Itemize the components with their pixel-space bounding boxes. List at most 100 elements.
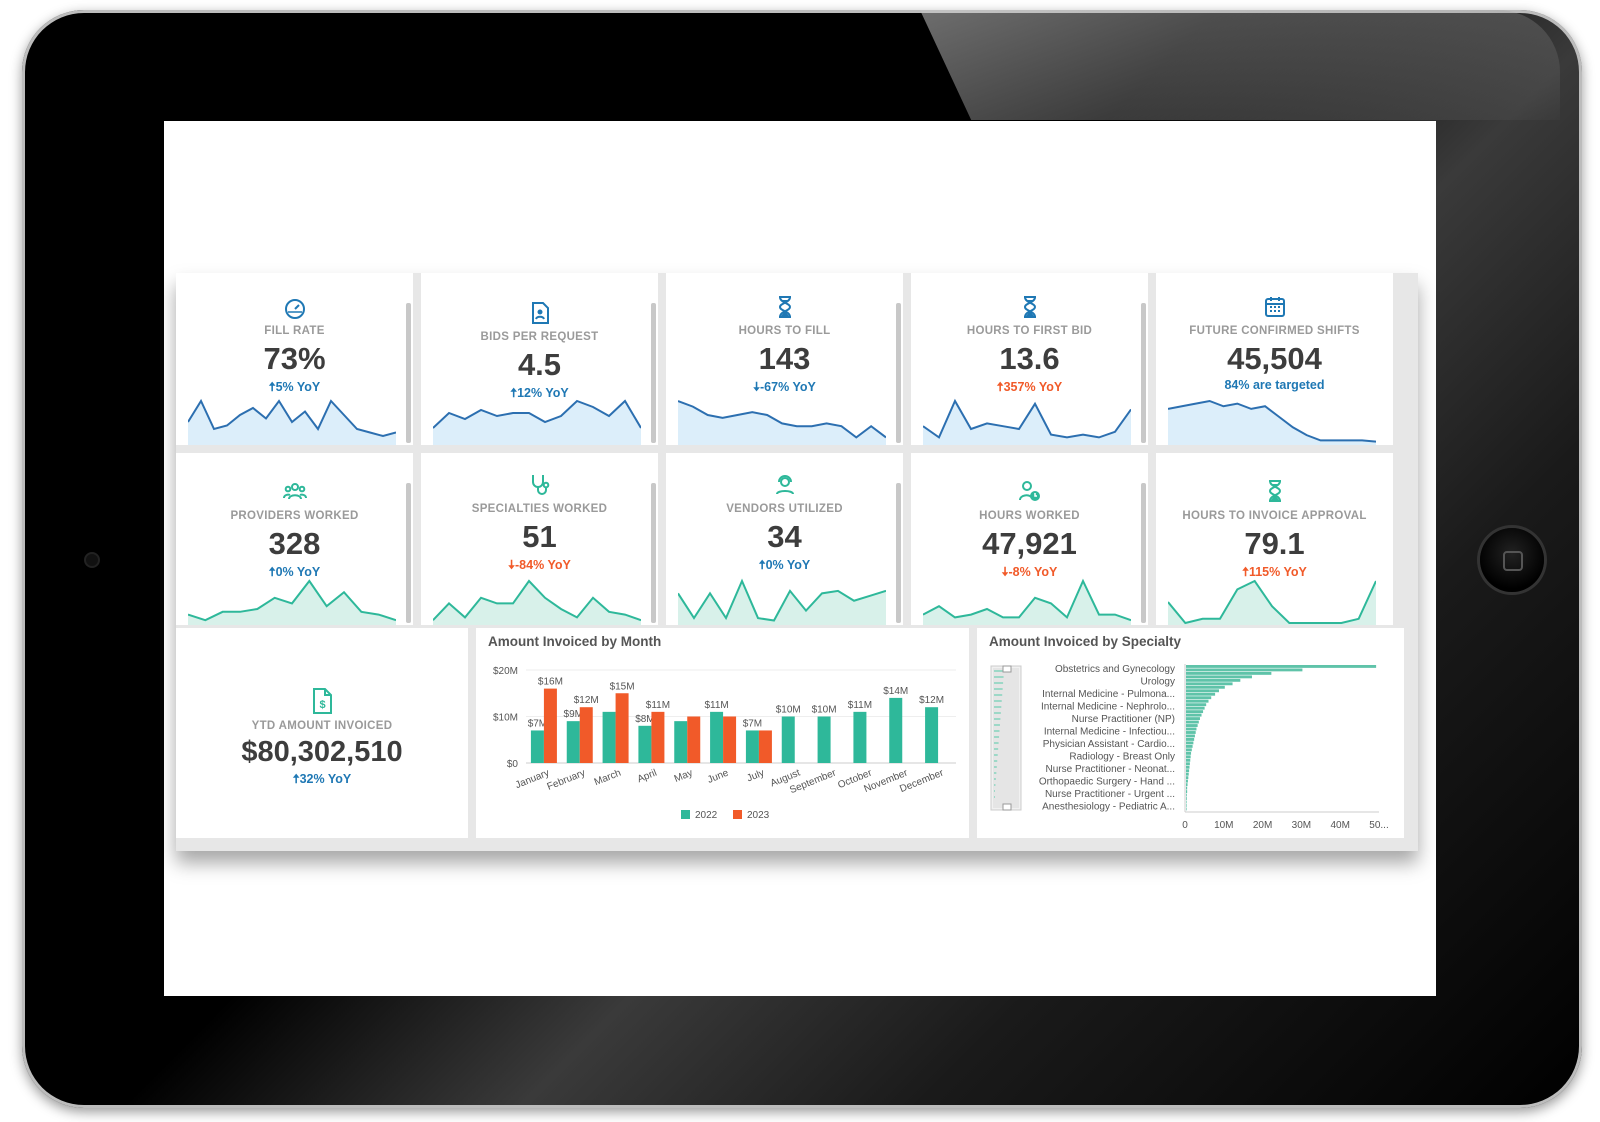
specialty-bar[interactable] xyxy=(1186,807,1187,811)
sparkline-area xyxy=(188,581,396,625)
scrollbar[interactable] xyxy=(896,483,901,623)
specialty-bar[interactable] xyxy=(1186,790,1188,794)
sparkline xyxy=(1168,399,1376,445)
specialty-bar[interactable] xyxy=(1186,772,1189,776)
bar-2022-march[interactable] xyxy=(602,711,616,763)
kpi-card-future-confirmed-shifts[interactable]: FUTURE CONFIRMED SHIFTS 45,504 84% are tar… xyxy=(1156,273,1393,445)
bar-2022-november[interactable] xyxy=(889,697,903,763)
scrollbar[interactable] xyxy=(1141,483,1146,623)
kpi-card-providers-worked[interactable]: PROVIDERS WORKED 328 🠅0% YoY xyxy=(176,453,413,625)
scroller-bar xyxy=(994,730,1000,732)
bar-2023-july[interactable] xyxy=(758,730,772,763)
scrollbar[interactable] xyxy=(896,303,901,443)
amount-by-specialty-panel[interactable]: Amount Invoiced by Specialty Obstetrics … xyxy=(977,628,1404,838)
specialty-bar[interactable] xyxy=(1186,804,1187,807)
bar-2022-august[interactable] xyxy=(781,716,795,764)
specialty-bar[interactable] xyxy=(1186,741,1194,745)
specialty-bar[interactable] xyxy=(1186,717,1200,721)
bar-2022-october[interactable] xyxy=(853,711,867,763)
sparkline-line xyxy=(188,398,396,438)
specialty-bar[interactable] xyxy=(1186,738,1195,741)
kpi-card-specialties-worked[interactable]: SPECIALTIES WORKED 51 🠇-84% YoY xyxy=(421,453,658,625)
specialty-bar[interactable] xyxy=(1186,689,1219,693)
specialty-bar[interactable] xyxy=(1186,699,1209,703)
amount-by-month-panel[interactable]: Amount Invoiced by Month $0 $10M $20M $7M $1… xyxy=(476,628,969,838)
specialty-bar[interactable] xyxy=(1186,748,1192,752)
bar-2022-february[interactable] xyxy=(566,721,580,763)
kpi-card-vendors-utilized[interactable]: VENDORS UTILIZED 34 🠅0% YoY xyxy=(666,453,903,625)
bar-2022-july[interactable] xyxy=(745,730,759,763)
home-button[interactable] xyxy=(1480,528,1544,592)
specialty-bar[interactable] xyxy=(1186,665,1377,668)
category-label: Nurse Practitioner (NP) xyxy=(1072,714,1175,725)
kpi-card-bids-per-request[interactable]: BIDS PER REQUEST 4.5 🠅12% YoY xyxy=(421,273,658,445)
scrollbar[interactable] xyxy=(1141,303,1146,443)
specialty-bar[interactable] xyxy=(1186,703,1207,707)
bar-2023-february[interactable] xyxy=(579,707,593,763)
kpi-card-hours-to-fill[interactable]: HOURS TO FILL 143 🠇-67% YoY xyxy=(666,273,903,445)
specialty-bar[interactable] xyxy=(1186,744,1193,748)
specialty-bar[interactable] xyxy=(1186,776,1189,780)
specialty-bar[interactable] xyxy=(1186,682,1233,686)
bar-2022-may[interactable] xyxy=(674,721,688,763)
bar-2022-june[interactable] xyxy=(710,711,724,763)
specialty-bar[interactable] xyxy=(1186,762,1190,766)
sparkline-line xyxy=(923,578,1131,622)
bar-2023-june[interactable] xyxy=(723,716,737,764)
specialty-bar[interactable] xyxy=(1186,685,1225,689)
scrollbar[interactable] xyxy=(651,483,656,623)
kpi-delta: 84% are targeted xyxy=(1224,378,1325,392)
specialty-bar[interactable] xyxy=(1186,668,1303,672)
specialty-bar[interactable] xyxy=(1186,731,1196,734)
scroller-handle[interactable] xyxy=(1002,665,1012,673)
specialty-bar[interactable] xyxy=(1186,720,1199,724)
bar-2023-march[interactable] xyxy=(615,693,629,763)
scroller-handle[interactable] xyxy=(1002,803,1012,811)
bar-2022-january[interactable] xyxy=(530,730,544,763)
specialty-bar[interactable] xyxy=(1186,727,1197,731)
category-label: Physician Assistant - Cardio... xyxy=(1043,739,1175,750)
scrollbar[interactable] xyxy=(651,303,656,443)
specialty-bar[interactable] xyxy=(1186,755,1191,759)
specialty-bar[interactable] xyxy=(1186,724,1198,727)
specialty-bar[interactable] xyxy=(1186,769,1190,773)
specialty-bar[interactable] xyxy=(1186,800,1187,804)
ytd-card[interactable]: $ YTD AMOUNT INVOICED $80,302,510 🠅32% Y… xyxy=(176,628,468,838)
specialty-bar[interactable] xyxy=(1186,786,1188,790)
specialty-bar[interactable] xyxy=(1186,758,1191,762)
specialty-bar[interactable] xyxy=(1186,797,1187,800)
specialty-bar[interactable] xyxy=(1186,692,1216,696)
bar-2023-may[interactable] xyxy=(687,716,701,764)
kpi-delta: 🠇-67% YoY xyxy=(753,380,816,394)
bar-2022-september[interactable] xyxy=(817,716,831,764)
bar-2022-april[interactable] xyxy=(638,725,652,763)
data-label: $16M xyxy=(538,677,563,688)
specialty-bar[interactable] xyxy=(1186,734,1195,738)
data-label: $14M xyxy=(883,686,908,697)
specialty-bar[interactable] xyxy=(1186,751,1192,755)
specialty-bar[interactable] xyxy=(1186,706,1205,710)
category-label: Nurse Practitioner - Neonat... xyxy=(1046,764,1176,775)
kpi-value: 73% xyxy=(263,341,326,376)
specialty-bar[interactable] xyxy=(1186,793,1187,797)
bar-2023-april[interactable] xyxy=(651,711,665,763)
kpi-card-hours-to-first-bid[interactable]: HOURS TO FIRST BID 13.6 🠅357% YoY xyxy=(911,273,1148,445)
specialty-bar[interactable] xyxy=(1186,783,1188,787)
specialty-bar[interactable] xyxy=(1186,779,1188,783)
specialty-bar[interactable] xyxy=(1186,696,1212,700)
scroller-bar xyxy=(994,718,1001,720)
specialty-bar[interactable] xyxy=(1186,675,1252,679)
bar-2022-december[interactable] xyxy=(925,707,939,763)
scrollbar[interactable] xyxy=(406,483,411,623)
specialty-bar[interactable] xyxy=(1186,765,1190,769)
specialty-bar[interactable] xyxy=(1186,671,1272,675)
kpi-card-fill-rate[interactable]: FILL RATE 73% 🠅5% YoY xyxy=(176,273,413,445)
bar-2023-january[interactable] xyxy=(543,688,557,763)
specialty-bar[interactable] xyxy=(1186,710,1204,714)
data-label: $11M xyxy=(646,700,670,711)
specialty-bar[interactable] xyxy=(1186,713,1202,717)
kpi-card-hours-worked[interactable]: HOURS WORKED 47,921 🠇-8% YoY xyxy=(911,453,1148,625)
specialty-bar[interactable] xyxy=(1186,678,1241,682)
scrollbar[interactable] xyxy=(406,303,411,443)
kpi-card-hours-to-invoice-approval[interactable]: HOURS TO INVOICE APPROVAL 79.1 🠅115% YoY xyxy=(1156,453,1393,625)
